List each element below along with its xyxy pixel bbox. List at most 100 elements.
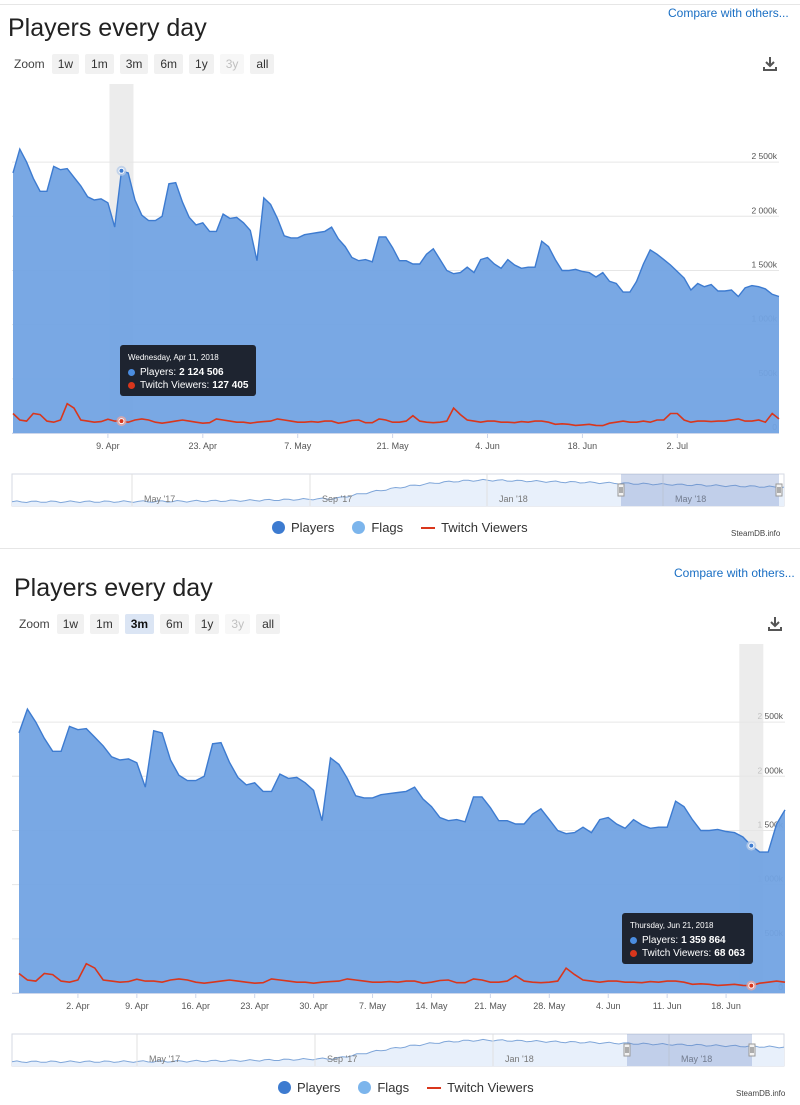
y-tick-label: 1 500k [751, 259, 777, 269]
legend-item-players[interactable]: Players [278, 1080, 340, 1095]
zoom-label: Zoom [19, 617, 50, 631]
navigator-selection[interactable] [627, 1034, 752, 1066]
zoom-all-button[interactable]: all [256, 614, 281, 634]
x-tick-label: 18. Jun [711, 1001, 741, 1011]
tooltip: Thursday, Jun 21, 2018 Players: 1 359 864… [622, 913, 753, 964]
x-tick-label: 16. Apr [182, 1001, 211, 1011]
navigator-handle[interactable] [748, 1043, 756, 1057]
zoom-3m-button[interactable]: 3m [119, 54, 149, 74]
compare-link[interactable]: Compare with others... [668, 6, 789, 20]
navigator-1[interactable]: May '17 Sep '17 Jan '18 May '18 [0, 472, 800, 512]
x-tick-label: 7. May [284, 441, 312, 451]
y-tick-label: 1 500k [757, 819, 783, 829]
zoom-3m-button[interactable]: 3m [124, 614, 155, 634]
x-tick-label: 23. Apr [240, 1001, 269, 1011]
navigator-label: May '18 [675, 494, 706, 504]
zoom-1y-button[interactable]: 1y [189, 54, 214, 74]
legend-label: Flags [377, 1080, 410, 1095]
zoom-1w-button[interactable]: 1w [51, 54, 80, 74]
legend-item-flags[interactable]: Flags [352, 520, 403, 535]
x-tick-label: 4. Jun [596, 1001, 621, 1011]
credit-link[interactable]: SteamDB.info [736, 1089, 786, 1098]
navigator-label: Jan '18 [505, 1054, 534, 1064]
chart-panel-2: Compare with others... Players every day… [0, 560, 800, 1105]
twitch-legend-icon [421, 526, 436, 529]
legend-label: Flags [371, 520, 404, 535]
twitch-line [12, 402, 780, 427]
navigator-handle[interactable] [623, 1043, 631, 1057]
x-tick-label: 30. Apr [299, 1001, 328, 1011]
x-tick-label: 18. Jun [568, 441, 598, 451]
tooltip-twitch-value: 68 063 [714, 948, 745, 959]
legend-label: Players [291, 520, 335, 535]
x-tick-label: 2. Jul [667, 441, 689, 451]
flags-legend-icon [352, 521, 366, 534]
tooltip-players-value: 2 124 506 [179, 367, 224, 378]
legend-label: Players [297, 1080, 341, 1095]
legend-item-twitch[interactable]: Twitch Viewers [427, 1080, 534, 1095]
navigator-area [12, 479, 784, 506]
zoom-1m-button[interactable]: 1m [85, 54, 114, 74]
y-tick-label: 2 000k [757, 765, 783, 775]
x-tick-label: 11. Jun [653, 1001, 682, 1011]
y-tick-label: 2 500k [757, 711, 783, 721]
legend-item-flags[interactable]: Flags [358, 1080, 409, 1095]
x-tick-label: 9. Apr [125, 1001, 149, 1011]
players-line [12, 147, 780, 298]
zoom-1m-button[interactable]: 1m [90, 614, 119, 634]
zoom-1y-button[interactable]: 1y [194, 614, 220, 634]
top-divider [0, 4, 800, 5]
x-tick-label: 4. Jun [475, 441, 500, 451]
zoom-toolbar: Zoom 1w 1m 3m 6m 1y 3y all [19, 614, 286, 634]
navigator-label: Jan '18 [499, 494, 528, 504]
page-title: Players every day [8, 14, 207, 42]
legend-label: Twitch Viewers [441, 520, 528, 535]
x-tick-label: 23. Apr [189, 441, 218, 451]
legend: Players Flags Twitch Viewers [278, 1080, 552, 1095]
compare-link[interactable]: Compare with others... [674, 566, 795, 580]
download-icon[interactable] [761, 55, 779, 73]
tooltip-twitch-label: Twitch Viewers: [642, 948, 712, 959]
page-title: Players every day [14, 574, 213, 602]
x-tick-label: 9. Apr [96, 441, 120, 451]
navigator-handle[interactable] [775, 483, 783, 497]
players-line [18, 707, 786, 853]
navigator-label: Sep '17 [322, 494, 352, 504]
zoom-all-button[interactable]: all [250, 54, 275, 74]
x-tick-label: 2. Apr [66, 1001, 90, 1011]
tooltip-date: Thursday, Jun 21, 2018 [630, 921, 714, 930]
zoom-6m-button[interactable]: 6m [154, 54, 184, 74]
legend-label: Twitch Viewers [447, 1080, 534, 1095]
players-dot-icon [128, 369, 135, 376]
navigator-handle[interactable] [617, 483, 625, 497]
navigator-selection[interactable] [621, 474, 779, 506]
x-tick-label: 21. May [474, 1001, 507, 1011]
credit-link[interactable]: SteamDB.info [731, 529, 781, 538]
tooltip-players-value: 1 359 864 [681, 935, 726, 946]
zoom-1w-button[interactable]: 1w [56, 614, 85, 634]
legend-item-twitch[interactable]: Twitch Viewers [421, 520, 528, 535]
twitch-legend-icon [427, 1086, 442, 1089]
tooltip-players-label: Players: [140, 367, 177, 378]
chart-panel-1: Compare with others... Players every day… [0, 0, 800, 545]
tooltip: Wednesday, Apr 11, 2018 Players: 2 124 50… [120, 345, 257, 396]
legend-item-players[interactable]: Players [272, 520, 334, 535]
twitch-line [18, 962, 786, 987]
tooltip-date: Wednesday, Apr 11, 2018 [128, 353, 219, 362]
navigator-label: Sep '17 [327, 1054, 357, 1064]
zoom-label: Zoom [14, 57, 45, 71]
x-tick-label: 21. May [377, 441, 410, 451]
navigator-2[interactable]: May '17 Sep '17 Jan '18 May '18 [0, 1032, 800, 1072]
players-hover-point [118, 167, 125, 174]
zoom-3y-button: 3y [225, 614, 251, 634]
panel-divider [0, 548, 800, 549]
download-icon[interactable] [766, 615, 784, 633]
twitch-hover-point [748, 982, 755, 989]
zoom-6m-button[interactable]: 6m [160, 614, 189, 634]
y-tick-label: 2 000k [751, 205, 777, 215]
twitch-hover-point [118, 418, 125, 425]
navigator-label: May '17 [149, 1054, 180, 1064]
x-tick-label: 7. May [359, 1001, 387, 1011]
